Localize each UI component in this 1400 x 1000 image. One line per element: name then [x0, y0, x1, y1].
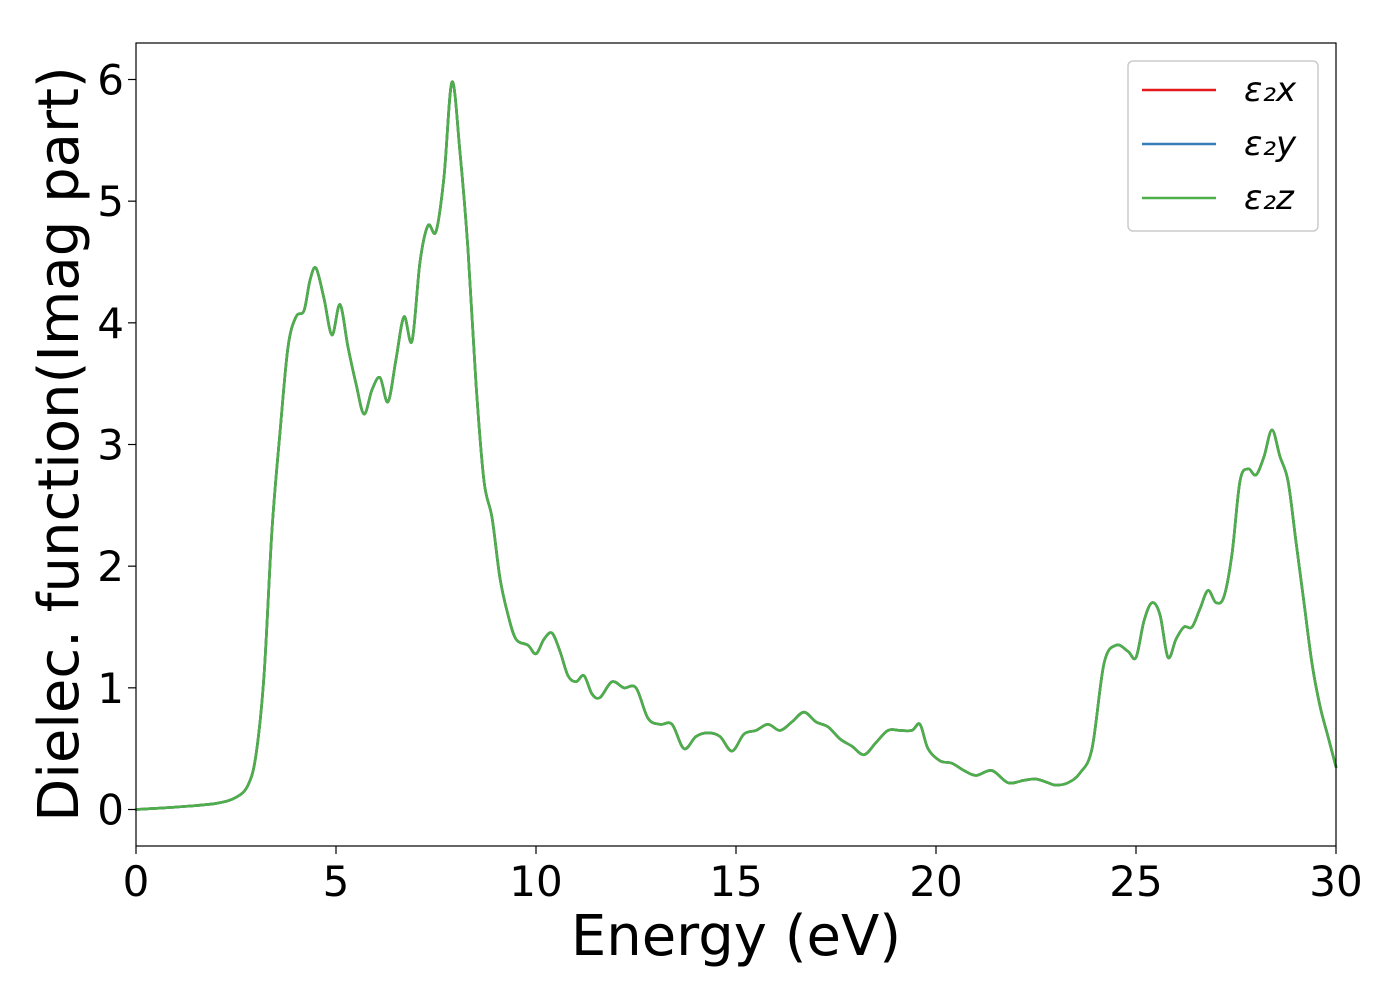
x-axis-ticks: 0 5 10 15 20 25 30 [123, 846, 1363, 906]
legend-label-1: ε₂x [1244, 70, 1297, 110]
x-tick-label: 25 [1109, 857, 1162, 906]
x-tick-label: 5 [323, 857, 350, 906]
x-tick-label: 30 [1309, 857, 1362, 906]
x-tick-label: 20 [909, 857, 962, 906]
x-tick-label: 0 [123, 857, 150, 906]
y-axis-label: Dielec. function(Imag part) [27, 66, 92, 822]
x-tick-label: 10 [509, 857, 562, 906]
y-tick-label: 5 [97, 177, 124, 226]
y-tick-label: 3 [97, 421, 124, 470]
legend-label-3: ε₂z [1244, 178, 1295, 218]
y-tick-label: 2 [97, 542, 124, 591]
y-tick-label: 1 [97, 664, 124, 713]
series-layer [134, 80, 1338, 811]
x-tick-label: 15 [709, 857, 762, 906]
x-axis-label: Energy (eV) [571, 904, 901, 969]
legend: ε₂x ε₂y ε₂z [1127, 60, 1319, 232]
y-tick-label: 6 [97, 56, 124, 105]
y-tick-label: 0 [97, 786, 124, 835]
y-axis-ticks: 0 1 2 3 4 5 6 [97, 56, 136, 835]
legend-label-2: ε₂y [1244, 124, 1297, 164]
legend-box [1127, 60, 1319, 232]
series-line-3 [134, 80, 1338, 811]
y-tick-label: 4 [97, 299, 124, 348]
